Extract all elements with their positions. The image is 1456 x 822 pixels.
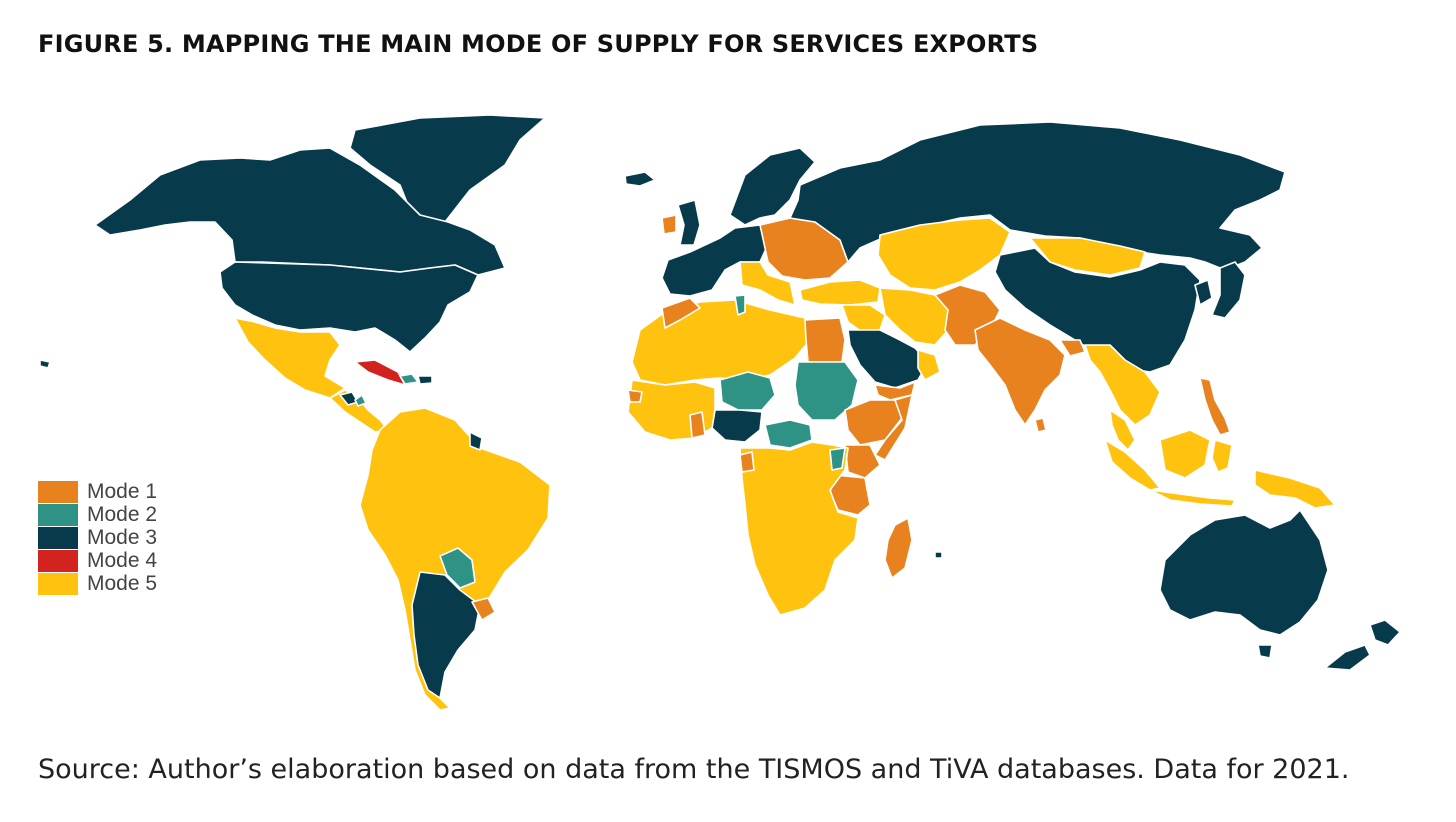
hawaii-region	[39, 359, 51, 369]
legend-label: Mode 2	[87, 502, 158, 526]
somalia-region	[874, 394, 913, 461]
uruguay-region	[471, 597, 496, 621]
legend-swatch	[38, 526, 78, 549]
legend-label: Mode 4	[87, 548, 158, 572]
malay-peninsula-region	[1109, 409, 1136, 451]
niger-region	[719, 371, 776, 411]
tasmania-region	[1257, 644, 1273, 659]
world-map	[0, 95, 1456, 720]
legend-swatch	[38, 572, 78, 595]
world-map-svg	[39, 114, 1401, 711]
oman-region	[917, 349, 941, 381]
canada-region	[94, 147, 506, 276]
caribbean-east-region	[417, 375, 433, 385]
morocco-region	[661, 297, 701, 329]
bangladesh-region	[1059, 339, 1086, 357]
greenland-region	[349, 114, 546, 231]
legend-item-mode-2: Mode 2	[38, 503, 157, 526]
guiana-region	[469, 431, 483, 451]
egypt-region	[804, 317, 846, 363]
cuba-region	[354, 359, 406, 386]
australia-region	[1159, 509, 1329, 636]
sulawesi-region	[1211, 439, 1233, 473]
iran-region	[879, 287, 951, 346]
legend-swatch	[38, 503, 78, 526]
kenya-region	[844, 444, 881, 479]
map-legend: Mode 1 Mode 2 Mode 3 Mode 4 Mode 5	[38, 480, 157, 595]
legend-label: Mode 5	[87, 571, 158, 595]
philippines-region	[1199, 377, 1231, 436]
nigeria-region	[711, 409, 763, 443]
ireland-region	[661, 214, 677, 235]
russia-region	[789, 121, 1286, 271]
paraguay-region	[439, 547, 476, 589]
japan-region	[1211, 261, 1246, 319]
saudi-arabia-region	[847, 329, 929, 389]
korea-region	[1194, 279, 1213, 306]
legend-swatch	[38, 480, 78, 503]
figure-title: FIGURE 5. MAPPING THE MAIN MODE OF SUPPL…	[38, 30, 1039, 58]
legend-item-mode-5: Mode 5	[38, 572, 157, 595]
iceland-region	[624, 171, 656, 187]
central-southern-africa-region	[739, 441, 859, 616]
levant-region	[841, 304, 886, 333]
central-asia-region	[877, 217, 1011, 291]
mauritius-region	[934, 551, 943, 559]
java-region	[1149, 489, 1236, 507]
sudan-region	[794, 361, 859, 421]
central-europe-region	[739, 261, 796, 306]
sri-lanka-region	[1034, 417, 1047, 433]
central-america-mode2-region	[354, 394, 367, 407]
caribbean-region	[399, 373, 419, 385]
africa-north-region	[631, 299, 811, 386]
argentina-region	[411, 571, 481, 699]
turkey-region	[799, 279, 881, 306]
madagascar-region	[884, 517, 913, 579]
senegal-region	[627, 389, 643, 403]
legend-item-mode-4: Mode 4	[38, 549, 157, 572]
sumatra-region	[1104, 439, 1161, 491]
new-guinea-region	[1254, 469, 1336, 509]
legend-label: Mode 3	[87, 525, 158, 549]
legend-label: Mode 1	[87, 479, 158, 503]
drc-east-region	[829, 447, 846, 471]
usa-region	[219, 261, 479, 353]
gabon-region	[739, 451, 755, 473]
southeast-asia-region	[1084, 344, 1161, 426]
ghana-region	[689, 411, 706, 439]
new-zealand-north-region	[1369, 619, 1401, 646]
central-africa-region	[764, 419, 813, 449]
legend-swatch	[38, 549, 78, 572]
legend-item-mode-1: Mode 1	[38, 480, 157, 503]
mexico-region	[234, 317, 346, 399]
uk-region	[677, 199, 701, 246]
scandinavia-region	[729, 147, 816, 226]
legend-item-mode-3: Mode 3	[38, 526, 157, 549]
tunisia-region	[734, 294, 746, 316]
new-zealand-south-region	[1324, 644, 1371, 671]
source-caption: Source: Author’s elaboration based on da…	[38, 754, 1350, 785]
india-region	[974, 317, 1066, 426]
china-region	[994, 247, 1201, 373]
borneo-region	[1159, 429, 1211, 479]
